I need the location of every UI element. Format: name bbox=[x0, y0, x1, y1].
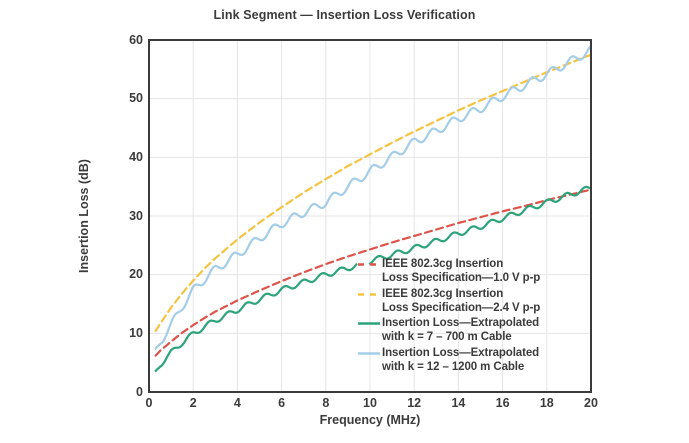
legend-label: IEEE 802.3cg Insertion Loss Specification… bbox=[382, 258, 541, 285]
x-tick-label: 16 bbox=[495, 396, 510, 410]
chart-title: Link Segment — Insertion Loss Verificati… bbox=[213, 8, 476, 22]
x-tick-label: 10 bbox=[363, 396, 377, 410]
y-tick-label: 10 bbox=[129, 325, 143, 340]
legend-dashed-line-icon bbox=[358, 263, 380, 266]
legend-entry-il-700m: Insertion Loss—Extrapolated with k = 7 – … bbox=[356, 316, 540, 345]
x-axis-title: Frequency (MHz) bbox=[319, 413, 421, 427]
legend-label: Insertion Loss—Extrapolated with k = 7 – … bbox=[382, 317, 540, 344]
x-tick-label: 6 bbox=[278, 396, 286, 410]
y-axis-title: Insertion Loss (dB) bbox=[77, 159, 91, 273]
y-tick-label: 40 bbox=[129, 149, 143, 164]
gridlines bbox=[149, 40, 591, 392]
x-tick-label: 18 bbox=[539, 396, 554, 410]
x-tick-label: 8 bbox=[322, 396, 330, 410]
series-spec-2v4 bbox=[154, 53, 593, 333]
plot-border bbox=[148, 39, 592, 393]
legend-entry-spec-1v0: IEEE 802.3cg Insertion Loss Specification… bbox=[356, 257, 540, 286]
y-tick-label: 60 bbox=[129, 32, 143, 47]
series-il-700m bbox=[154, 185, 593, 372]
y-tick-label: 20 bbox=[129, 267, 143, 282]
y-tick-label: 0 bbox=[136, 384, 143, 399]
x-tick-label: 12 bbox=[407, 396, 422, 410]
chart-legend: IEEE 802.3cg Insertion Loss Specification… bbox=[356, 257, 540, 375]
series-spec-1v0 bbox=[154, 188, 593, 357]
x-tick-label: 4 bbox=[233, 396, 241, 410]
x-tick-label: 0 bbox=[145, 396, 153, 410]
y-tick-label: 30 bbox=[129, 208, 143, 223]
legend-entry-spec-2v4: IEEE 802.3cg Insertion Loss Specification… bbox=[356, 287, 540, 316]
x-tick-label: 14 bbox=[451, 396, 466, 410]
legend-label: Insertion Loss—Extrapolated with k = 12 –… bbox=[382, 346, 540, 374]
y-tick-label: 50 bbox=[129, 91, 143, 106]
legend-solid-line-icon bbox=[358, 352, 380, 355]
legend-entry-il-1200m: Insertion Loss—Extrapolated with k = 12 –… bbox=[356, 346, 540, 375]
legend-dashed-line-icon bbox=[358, 292, 380, 296]
series-il-1200m bbox=[154, 44, 593, 350]
x-tick-label: 2 bbox=[189, 396, 197, 410]
x-tick-label: 20 bbox=[584, 396, 598, 410]
legend-solid-line-icon bbox=[358, 322, 380, 325]
legend-label: IEEE 802.3cg Insertion Loss Specification… bbox=[382, 287, 541, 314]
